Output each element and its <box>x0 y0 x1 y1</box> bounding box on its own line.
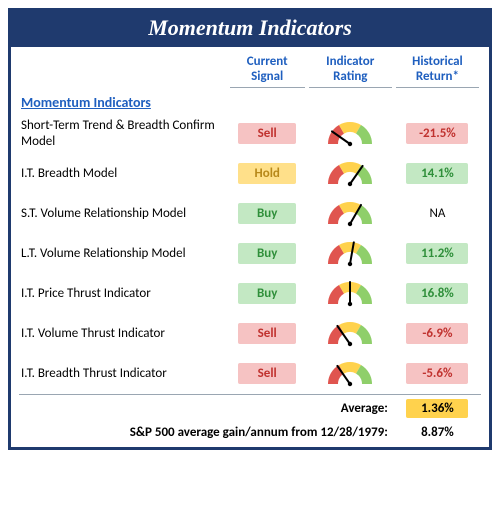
return-cell: 14.1% <box>394 154 481 194</box>
rating-cell <box>307 154 394 194</box>
indicator-name: I.T. Breadth Thrust Indicator <box>19 354 228 395</box>
return-cell: 11.2% <box>394 234 481 274</box>
col-return: Historical Return* <box>396 55 479 88</box>
table-row: I.T. Volume Thrust Indicator Sell -6.9% <box>19 314 481 354</box>
rating-cell <box>307 194 394 234</box>
return-value: -5.6% <box>406 363 468 384</box>
average-value: 1.36% <box>406 399 468 418</box>
table-row: S.T. Volume Relationship Model Buy NA <box>19 194 481 234</box>
signal-pill: Sell <box>238 123 296 144</box>
return-value: 14.1% <box>406 163 468 184</box>
table-row: Short-Term Trend & Breadth Confirm Model… <box>19 114 481 154</box>
indicator-name: S.T. Volume Relationship Model <box>19 194 228 234</box>
signal-cell: Sell <box>228 314 307 354</box>
signal-cell: Buy <box>228 274 307 314</box>
signal-pill: Hold <box>238 163 296 184</box>
indicator-name: I.T. Volume Thrust Indicator <box>19 314 228 354</box>
table-header-row: Current Signal Indicator Rating Historic… <box>19 53 481 92</box>
sp500-label: S&P 500 average gain/annum from 12/28/19… <box>19 421 394 443</box>
indicator-name: I.T. Breadth Model <box>19 154 228 194</box>
return-cell: -21.5% <box>394 114 481 154</box>
signal-pill: Buy <box>238 203 296 224</box>
gauge-icon <box>323 357 377 387</box>
rating-cell <box>307 314 394 354</box>
sp500-row: S&P 500 average gain/annum from 12/28/19… <box>19 421 481 443</box>
table-row: I.T. Price Thrust Indicator Buy 16.8% <box>19 274 481 314</box>
indicator-name: L.T. Volume Relationship Model <box>19 234 228 274</box>
signal-pill: Buy <box>238 283 296 304</box>
panel-frame: Momentum Indicators Current Signal Indic… <box>8 8 492 450</box>
table-row: L.T. Volume Relationship Model Buy 11.2% <box>19 234 481 274</box>
signal-pill: Sell <box>238 363 296 384</box>
signal-cell: Buy <box>228 234 307 274</box>
gauge-icon <box>323 237 377 267</box>
signal-pill: Buy <box>238 243 296 264</box>
return-value: 16.8% <box>406 283 468 304</box>
return-value: NA <box>406 203 468 224</box>
return-value: -21.5% <box>406 123 468 144</box>
panel-body: Current Signal Indicator Rating Historic… <box>11 47 489 447</box>
indicator-name: I.T. Price Thrust Indicator <box>19 274 228 314</box>
col-signal: Current Signal <box>230 55 305 88</box>
indicator-name: Short-Term Trend & Breadth Confirm Model <box>19 114 228 154</box>
sp500-value: 8.87% <box>394 421 481 443</box>
signal-cell: Buy <box>228 194 307 234</box>
signal-pill: Sell <box>238 323 296 344</box>
rating-cell <box>307 354 394 395</box>
section-header: Momentum Indicators <box>19 92 481 114</box>
signal-cell: Hold <box>228 154 307 194</box>
gauge-icon <box>323 117 377 147</box>
return-cell: NA <box>394 194 481 234</box>
gauge-icon <box>323 277 377 307</box>
average-row: Average: 1.36% <box>19 394 481 421</box>
rating-cell <box>307 274 394 314</box>
return-value: -6.9% <box>406 323 468 344</box>
return-cell: 16.8% <box>394 274 481 314</box>
return-cell: -6.9% <box>394 314 481 354</box>
gauge-icon <box>323 197 377 227</box>
signal-cell: Sell <box>228 354 307 395</box>
rating-cell <box>307 234 394 274</box>
return-value: 11.2% <box>406 243 468 264</box>
return-cell: -5.6% <box>394 354 481 395</box>
indicators-table: Current Signal Indicator Rating Historic… <box>19 53 481 443</box>
signal-cell: Sell <box>228 114 307 154</box>
section-header-row: Momentum Indicators <box>19 92 481 114</box>
col-rating: Indicator Rating <box>309 55 392 88</box>
average-label: Average: <box>19 394 394 421</box>
gauge-icon <box>323 317 377 347</box>
rating-cell <box>307 114 394 154</box>
table-row: I.T. Breadth Model Hold 14.1% <box>19 154 481 194</box>
panel-title: Momentum Indicators <box>11 11 489 47</box>
gauge-icon <box>323 157 377 187</box>
table-row: I.T. Breadth Thrust Indicator Sell -5.6% <box>19 354 481 395</box>
